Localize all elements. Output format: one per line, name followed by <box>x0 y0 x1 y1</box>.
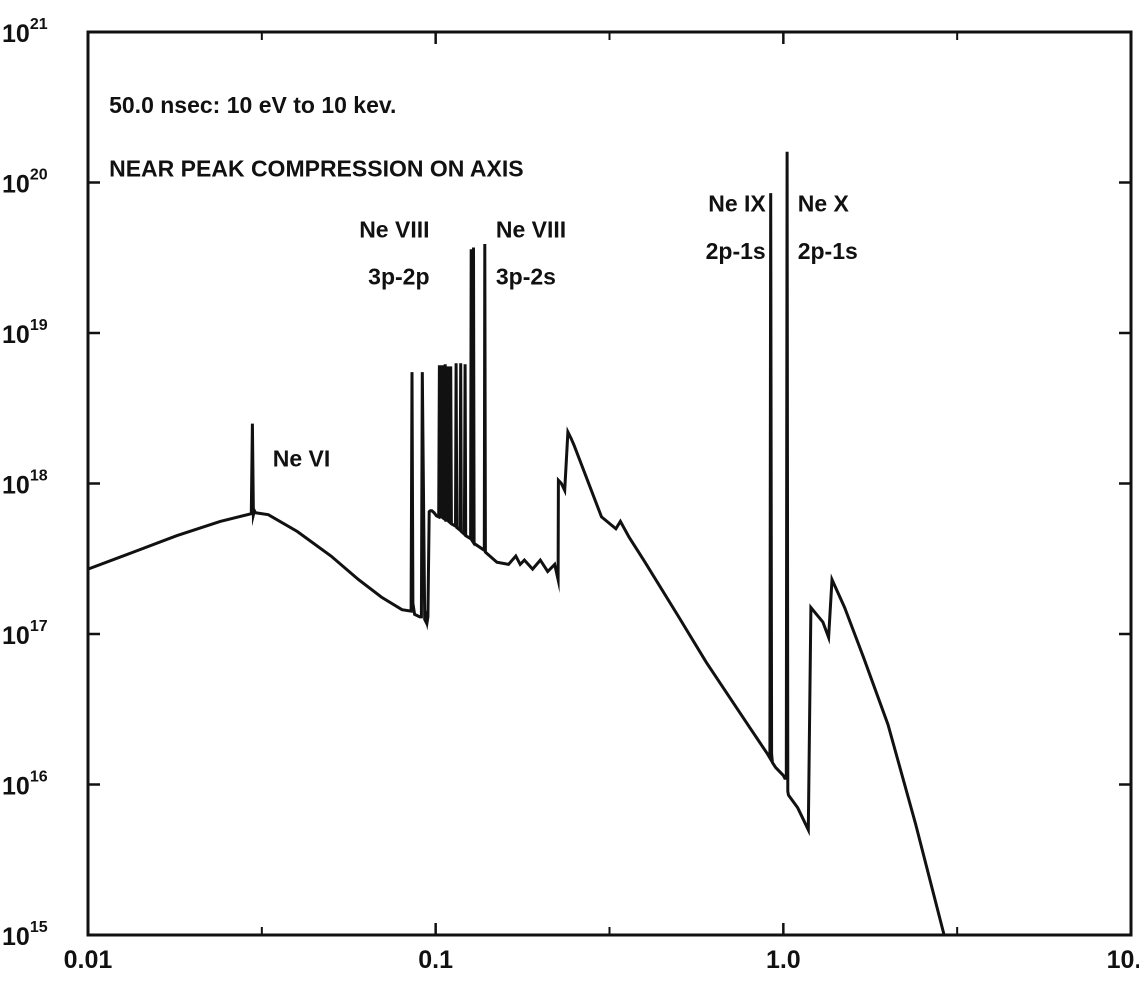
annotation-label: 50.0 nsec: 10 eV to 10 kev. <box>109 92 396 118</box>
annotation-label: Ne VI <box>273 445 331 471</box>
y-tick-label-exponent: 16 <box>30 769 48 786</box>
y-tick-label: 1020 <box>2 167 48 199</box>
y-tick-label-base: 10 <box>2 622 30 650</box>
y-tick-label: 1017 <box>2 618 48 650</box>
y-tick-label-base: 10 <box>2 773 30 801</box>
y-tick-label-base: 10 <box>2 923 30 951</box>
y-tick-label-exponent: 19 <box>30 317 48 334</box>
series-layer <box>87 151 946 936</box>
y-tick-label: 1015 <box>2 919 48 951</box>
annotation-label: 3p-2s <box>496 264 556 290</box>
x-tick-label: 10.0 <box>1107 946 1139 974</box>
y-tick-label: 1016 <box>2 769 48 801</box>
annotation-label: Ne X <box>798 191 850 217</box>
annotation-label: 2p-1s <box>706 238 766 264</box>
annotation-label: Ne VIII <box>359 217 429 243</box>
annotation-label: 3p-2p <box>368 264 429 290</box>
x-axis-tick-labels: 0.01 0.1 1.0 10.0 <box>64 946 1139 974</box>
y-tick-label-exponent: 21 <box>30 16 48 33</box>
y-tick-label-exponent: 15 <box>30 919 48 936</box>
x-tick-label: 0.1 <box>418 946 453 974</box>
x-tick-label: 0.01 <box>64 946 113 974</box>
spectrum-line <box>87 151 946 936</box>
y-tick-label-base: 10 <box>2 171 30 199</box>
y-tick-label-exponent: 20 <box>30 167 48 184</box>
annotation-label: Ne VIII <box>496 217 566 243</box>
y-tick-label-base: 10 <box>2 321 30 349</box>
annotation-label: Ne IX <box>708 191 766 217</box>
annotation-label: 2p-1s <box>798 238 858 264</box>
y-tick-label: 1019 <box>2 317 48 349</box>
y-tick-label-base: 10 <box>2 20 30 48</box>
y-tick-label: 1018 <box>2 468 48 500</box>
y-tick-label-exponent: 17 <box>30 618 48 635</box>
annotation-layer: 50.0 nsec: 10 eV to 10 kev. NEAR PEAK COM… <box>109 92 858 471</box>
y-tick-label-exponent: 18 <box>30 468 48 485</box>
y-tick-label: 1021 <box>2 16 48 48</box>
y-tick-label-base: 10 <box>2 472 30 500</box>
plot-frame <box>86 30 1133 937</box>
annotation-label: NEAR PEAK COMPRESSION ON AXIS <box>109 155 523 181</box>
x-tick-label: 1.0 <box>766 946 801 974</box>
